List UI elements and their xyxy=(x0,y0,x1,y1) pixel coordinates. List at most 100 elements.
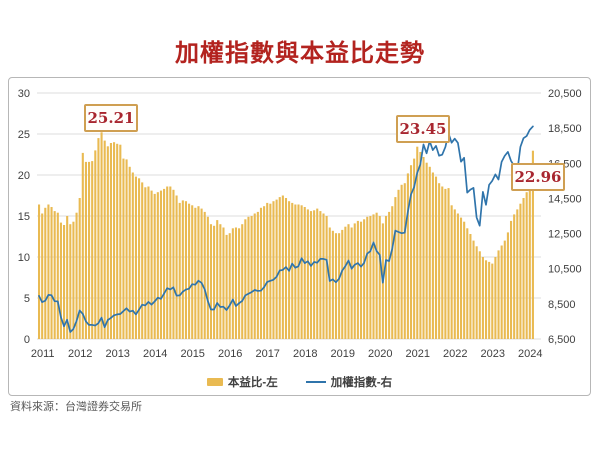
pe-bar xyxy=(247,216,250,339)
pe-bar xyxy=(163,188,166,339)
pe-bar xyxy=(316,208,319,339)
pe-bar xyxy=(266,202,269,339)
pe-bar xyxy=(503,240,506,339)
chart-legend: 本益比-左 加權指數-右 xyxy=(9,374,590,390)
x-axis-label: 2017 xyxy=(255,348,279,360)
pe-bar xyxy=(194,207,197,339)
pe-bar xyxy=(494,257,497,339)
x-axis-label: 2016 xyxy=(218,348,242,360)
pe-bar xyxy=(431,172,434,339)
pe-bar xyxy=(453,209,456,339)
line-swatch-icon xyxy=(305,381,326,383)
pe-bar xyxy=(397,189,400,339)
pe-bar xyxy=(275,199,278,339)
pe-bar xyxy=(128,166,131,339)
pe-bar xyxy=(72,221,75,339)
legend-label-pe: 本益比-左 xyxy=(227,377,278,389)
pe-bar xyxy=(47,204,50,339)
pe-bar xyxy=(363,219,366,339)
pe-bar xyxy=(372,214,375,339)
pe-bar xyxy=(209,224,213,339)
pe-bar xyxy=(375,212,378,339)
pe-bar xyxy=(366,216,369,339)
pe-bar xyxy=(91,161,94,339)
pe-bar xyxy=(409,165,413,339)
pe-bar xyxy=(491,263,494,339)
right-axis-label: 6,500 xyxy=(548,334,576,346)
pe-bar xyxy=(456,213,459,339)
pe-bar xyxy=(513,214,516,339)
pe-bar xyxy=(438,183,441,339)
pe-bar xyxy=(525,192,528,339)
pe-bar xyxy=(225,234,228,339)
pe-bar xyxy=(434,176,438,339)
pe-bar xyxy=(472,240,475,339)
pe-bar xyxy=(463,221,466,339)
pe-bar xyxy=(131,172,134,339)
right-axis-label: 14,500 xyxy=(548,193,582,205)
pe-bar xyxy=(297,204,300,339)
annotation-label: 23.45 xyxy=(399,120,447,138)
pe-bar xyxy=(497,250,500,339)
pe-bar xyxy=(391,206,394,339)
pe-bar xyxy=(59,222,62,339)
pe-bar xyxy=(419,152,422,339)
pe-bar xyxy=(350,227,353,339)
pe-bar xyxy=(181,200,184,339)
pe-bar xyxy=(272,201,275,339)
right-axis-label: 20,500 xyxy=(548,88,582,100)
pe-bar xyxy=(516,209,519,339)
annotation-box-peak-2021: 23.45 xyxy=(396,115,450,143)
x-axis-label: 2022 xyxy=(443,348,467,360)
pe-bar xyxy=(422,157,425,339)
pe-bar xyxy=(406,173,409,339)
pe-bar xyxy=(188,203,191,339)
pe-bar xyxy=(153,193,156,339)
pe-bar xyxy=(478,251,481,339)
pe-bar xyxy=(344,226,347,339)
pe-bar xyxy=(444,188,447,339)
pe-bar xyxy=(219,224,222,339)
chart-panel: 30252015105020,50018,50016,50014,50012,5… xyxy=(8,77,591,396)
pe-bar xyxy=(206,216,209,339)
left-axis-label: 0 xyxy=(24,334,30,346)
pe-bar xyxy=(459,217,463,339)
pe-bar xyxy=(159,190,163,339)
x-axis-label: 2013 xyxy=(105,348,129,360)
pe-bar xyxy=(369,216,372,339)
pe-bar xyxy=(244,219,247,339)
pe-bar xyxy=(213,225,216,339)
right-axis-label: 10,500 xyxy=(548,264,582,276)
pe-bar xyxy=(122,158,125,339)
pe-bar xyxy=(56,212,59,339)
pe-bar xyxy=(400,184,403,339)
left-axis-label: 25 xyxy=(18,129,30,141)
x-axis-label: 2019 xyxy=(331,348,355,360)
page-title: 加權指數與本益比走勢 xyxy=(175,38,425,67)
pe-bar xyxy=(63,225,66,339)
pe-bar xyxy=(428,166,431,339)
pe-bar xyxy=(413,158,416,339)
pe-bar xyxy=(334,233,338,339)
pe-bar xyxy=(69,224,72,339)
pe-bar xyxy=(269,203,272,339)
pe-bar xyxy=(231,228,234,339)
annotation-label: 25.21 xyxy=(87,109,135,127)
pe-bar xyxy=(441,186,444,339)
pe-bar xyxy=(184,201,188,339)
pe-bar xyxy=(281,195,284,339)
pe-bar xyxy=(125,159,128,339)
pe-bar xyxy=(331,230,334,339)
pe-bar xyxy=(259,207,263,339)
pe-bar xyxy=(531,150,534,339)
legend-item-pe: 本益比-左 xyxy=(206,374,278,390)
pe-bar xyxy=(509,220,513,339)
left-axis-label: 5 xyxy=(24,293,30,305)
pe-bar xyxy=(328,227,331,339)
pe-bar xyxy=(322,213,325,339)
pe-bar xyxy=(528,179,531,339)
pe-bar xyxy=(303,207,306,339)
pe-bar xyxy=(338,233,341,339)
pe-bar xyxy=(378,216,381,339)
pe-bar xyxy=(325,216,328,339)
